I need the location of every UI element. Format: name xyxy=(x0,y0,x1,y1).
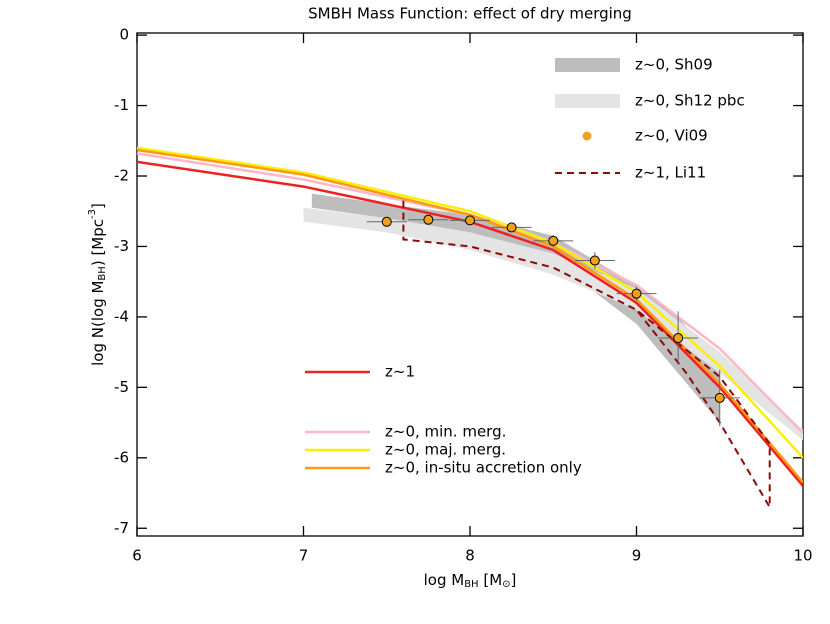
x-axis-label-part: [M xyxy=(479,571,503,589)
legend-label: z~0, min. merg. xyxy=(385,423,506,441)
y-axis-label-part: ) [Mpc xyxy=(89,219,107,266)
point xyxy=(631,288,642,299)
x-tick-label: 8 xyxy=(465,547,475,565)
point xyxy=(465,215,475,226)
point xyxy=(673,333,684,344)
legend-swatch xyxy=(582,131,592,141)
y-tick-label: -6 xyxy=(114,448,129,466)
y-axis-label-part: BH xyxy=(97,266,108,280)
y-tick-label: -5 xyxy=(114,378,129,396)
y-axis-label-part: -3 xyxy=(87,209,98,219)
point xyxy=(506,222,517,233)
legend-label: z~0, Vi09 xyxy=(635,127,708,145)
legend-swatch xyxy=(555,94,620,108)
x-tick-label: 10 xyxy=(793,547,812,565)
x-axis-label-part: ] xyxy=(511,571,517,589)
legend-swatch xyxy=(555,58,620,72)
y-axis-label-part: log N(log M xyxy=(89,281,107,366)
dashed-line xyxy=(402,200,771,511)
point xyxy=(381,216,392,227)
legend-label: z~0, in-situ accretion only xyxy=(385,459,582,477)
x-tick-label: 9 xyxy=(632,547,642,565)
y-tick-label: 0 xyxy=(119,26,129,44)
x-axis-label-part: ⊙ xyxy=(502,579,510,590)
plot-area xyxy=(137,146,803,511)
chart-title: SMBH Mass Function: effect of dry mergin… xyxy=(308,5,632,23)
y-tick-label: -7 xyxy=(114,519,129,537)
y-axis-label: log N(log MBH) [Mpc-3] xyxy=(87,203,108,366)
x-tick-label: 7 xyxy=(299,547,309,565)
band xyxy=(303,207,803,441)
line xyxy=(137,146,803,459)
y-axis-label-part: ] xyxy=(89,203,107,209)
point xyxy=(589,255,600,266)
x-axis-label-part: log M xyxy=(424,571,465,589)
point xyxy=(423,214,434,225)
legend-label: z~0, Sh09 xyxy=(635,56,713,74)
y-tick-label: -4 xyxy=(114,307,129,325)
point xyxy=(548,235,559,246)
legend-label: z~1, Li11 xyxy=(635,164,706,182)
y-tick-label: -1 xyxy=(114,96,129,114)
x-axis-label-part: BH xyxy=(464,579,478,590)
x-axis-label: log MBH [M⊙] xyxy=(424,571,517,591)
legend-label: z~1 xyxy=(385,363,415,381)
legend-label: z~0, maj. merg. xyxy=(385,441,506,459)
y-tick-label: -2 xyxy=(114,167,129,185)
legend-label: z~0, Sh12 pbc xyxy=(635,92,745,110)
x-tick-label: 6 xyxy=(132,547,142,565)
y-tick-label: -3 xyxy=(114,237,129,255)
point xyxy=(714,392,725,403)
